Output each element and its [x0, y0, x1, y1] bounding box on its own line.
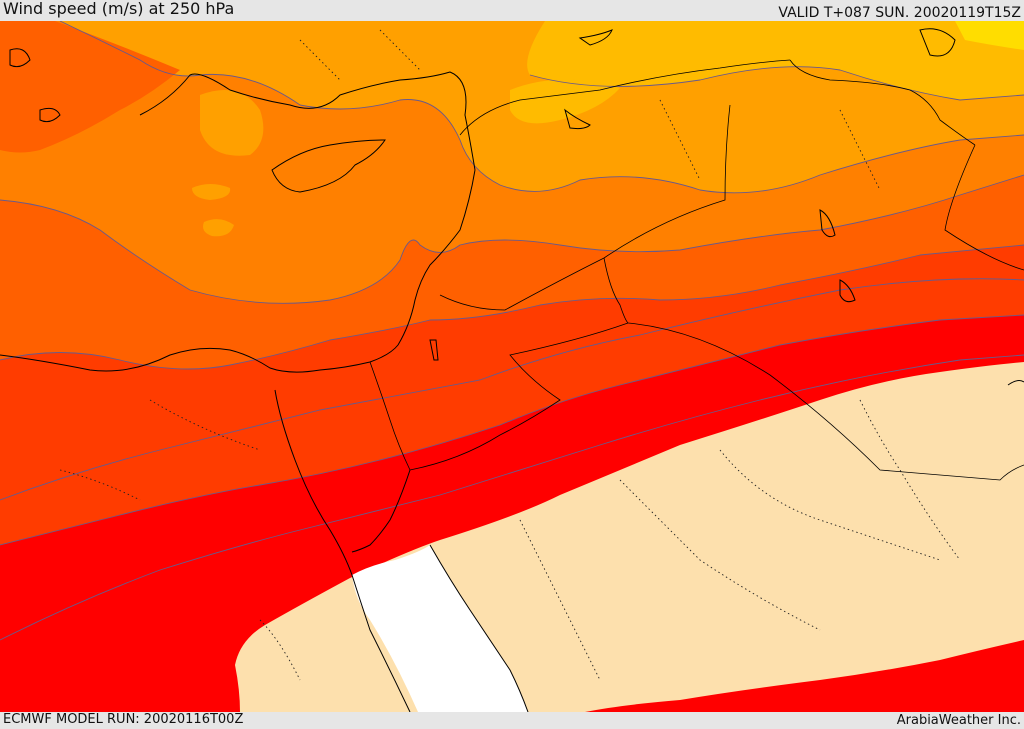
- band-amber-patch-1: [200, 90, 264, 156]
- band-gold-lobe: [510, 79, 620, 124]
- wind-speed-map: [0, 21, 1024, 712]
- borders: [369, 59, 1024, 481]
- map-title: Wind speed (m/s) at 250 hPa: [3, 0, 235, 18]
- footer-bar: [0, 712, 1024, 729]
- band-amber-patch-3: [203, 219, 234, 237]
- admin-boundaries: [59, 29, 961, 681]
- red-sea: [352, 545, 528, 712]
- model-run-label: ECMWF MODEL RUN: 20020116T00Z: [3, 712, 244, 727]
- credit-label: ArabiaWeather Inc.: [896, 713, 1021, 728]
- band-yellow: [955, 21, 1024, 50]
- band-dark-orange-nw: [0, 21, 180, 153]
- band-amber-patch-2: [192, 184, 231, 200]
- valid-time: VALID T+087 SUN. 20020119T15Z: [778, 5, 1021, 21]
- coastlines: [0, 28, 1024, 712]
- title-bar: Wind speed (m/s) at 250 hPa VALID T+087 …: [0, 0, 1024, 21]
